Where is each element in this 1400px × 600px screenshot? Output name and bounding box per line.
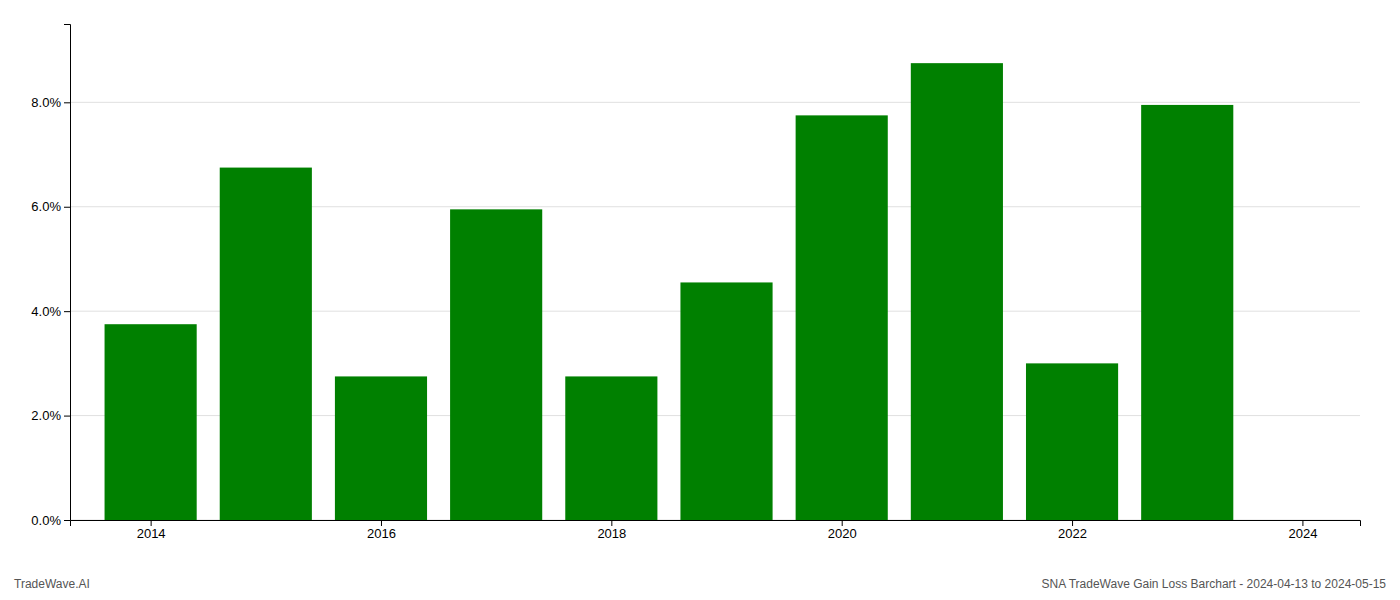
- y-tick-mark: [64, 102, 70, 103]
- y-tick: 4.0%: [31, 304, 70, 319]
- annotation: SNA TradeWave Gain Loss Barchart - 2024-…: [1042, 577, 1387, 591]
- y-tick-label: 6.0%: [31, 199, 61, 214]
- x-tick: 2022: [1058, 520, 1087, 541]
- x-tick-mark: [1072, 520, 1073, 526]
- y-tick-label: 2.0%: [31, 408, 61, 423]
- grid-line: [70, 102, 1360, 103]
- x-tick-label: 2020: [828, 526, 857, 541]
- annotation: TradeWave.AI: [14, 577, 90, 591]
- x-tick: 2020: [828, 520, 857, 541]
- x-tick-label: 2018: [597, 526, 626, 541]
- bar: [1026, 363, 1118, 520]
- x-tick-label: 2016: [367, 526, 396, 541]
- x-axis-line: [71, 521, 1361, 527]
- y-axis-line: [64, 25, 71, 521]
- annotations: TradeWave.AI SNA TradeWave Gain Loss Barc…: [14, 577, 1386, 591]
- x-tick-mark: [381, 520, 382, 526]
- y-tick: 8.0%: [31, 95, 70, 110]
- y-tick-mark: [64, 416, 70, 417]
- x-tick-mark: [1302, 520, 1303, 526]
- bar: [105, 324, 197, 520]
- chart: 2014 2016 2018 2020 2022 2024 0.0% 2.0% 4.0% 6.0%…: [0, 0, 1400, 600]
- y-tick-mark: [64, 207, 70, 208]
- plot: 2014 2016 2018 2020 2022 2024 0.0% 2.0% 4.0% 6.0%…: [31, 25, 1360, 542]
- x-tick: 2016: [367, 520, 396, 541]
- y-tick-mark: [64, 311, 70, 312]
- bar: [680, 282, 772, 520]
- bar: [911, 63, 1003, 520]
- x-tick-label: 2024: [1288, 526, 1317, 541]
- x-tick-label: 2022: [1058, 526, 1087, 541]
- x-tick-mark: [842, 520, 843, 526]
- x-tick-label: 2014: [137, 526, 166, 541]
- x-tick: 2024: [1288, 520, 1317, 541]
- y-tick-label: 4.0%: [31, 304, 61, 319]
- grid: [70, 102, 1360, 520]
- y-tick-label: 0.0%: [31, 513, 61, 528]
- bar: [1141, 105, 1233, 520]
- bar: [335, 376, 427, 520]
- y-tick: 0.0%: [31, 513, 70, 528]
- y-tick-mark: [64, 520, 70, 521]
- bar: [565, 376, 657, 520]
- x-tick-mark: [151, 520, 152, 526]
- y-tick: 6.0%: [31, 199, 70, 214]
- y-axis: 0.0% 2.0% 4.0% 6.0% 8.0%: [31, 25, 70, 528]
- bars: [105, 63, 1234, 520]
- bar: [220, 168, 312, 520]
- y-tick: 2.0%: [31, 408, 70, 423]
- x-tick-mark: [611, 520, 612, 526]
- x-tick: 2018: [597, 520, 626, 541]
- bar: [796, 115, 888, 520]
- y-tick-label: 8.0%: [31, 95, 61, 110]
- x-axis: 2014 2016 2018 2020 2022 2024: [71, 520, 1361, 541]
- x-tick: 2014: [137, 520, 166, 541]
- bar: [450, 209, 542, 520]
